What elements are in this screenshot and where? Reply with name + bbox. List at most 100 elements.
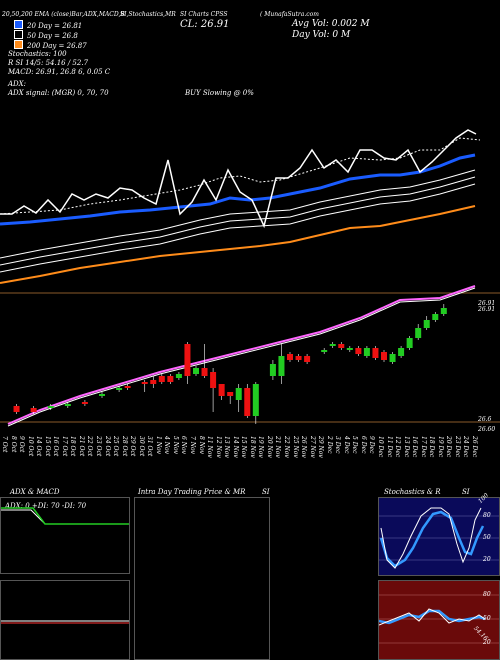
ema20-text: 20 Day = 26.81 <box>27 22 83 30</box>
candle-body-down <box>287 354 293 360</box>
candle-body-down <box>141 382 148 384</box>
date-tick-label: 1 Nov <box>154 436 162 454</box>
rsi-tick-20: 20 <box>483 639 491 646</box>
stoch-panel-si: SI <box>462 488 470 496</box>
chart-header-mid: SI,Stochastics,MR <box>120 11 176 18</box>
date-tick-label: 7 Oct <box>1 436 8 453</box>
stoch-tick-20: 20 <box>483 556 491 563</box>
price-axis-top: 26.91 <box>478 300 496 307</box>
candle-body-down <box>201 368 208 376</box>
candle-body-up <box>329 344 336 346</box>
date-tick-label: 4 Dec <box>342 436 350 454</box>
legend-adx-signal: ADX signal: (MGR) 0, 70, 70 <box>8 89 109 97</box>
date-tick-label: 2 Dec <box>325 436 333 454</box>
chart-header-right: ( MunafaSutra.com <box>260 11 319 18</box>
date-tick-label: 6 Dec <box>359 436 367 454</box>
legend-buy: BUY Slowing @ 0% <box>185 89 254 97</box>
stochastics-chart <box>379 507 499 569</box>
date-tick-label: 8 Nov <box>197 436 205 454</box>
chart-header-left: 20,50,200 EMA (close)Bar,ADX,MACD,B <box>2 11 125 18</box>
candle-body-up <box>252 384 259 416</box>
candle-body-up <box>440 308 447 314</box>
date-tick-label: 14 Nov <box>231 436 239 458</box>
date-tick-label: 25 Oct <box>112 436 120 457</box>
stochastics-panel: 80 50 20 100 <box>378 492 500 576</box>
candle-body-down <box>295 356 302 360</box>
candle-body-up <box>64 404 71 406</box>
date-tick-label: 11 Dec <box>385 436 393 458</box>
candle-body-down <box>184 344 191 376</box>
candle-body-up <box>193 368 199 374</box>
ema50-text: 50 Day = 26.8 <box>27 32 78 40</box>
candle-body-down <box>158 376 165 382</box>
candle-body-up <box>398 348 405 356</box>
date-tick-label: 11 Nov <box>206 436 214 458</box>
candle-body-up <box>47 406 54 408</box>
date-tick-label: 20 Nov <box>265 436 273 458</box>
date-tick-label: 29 Oct <box>129 436 137 457</box>
date-tick-label: 13 Nov <box>223 436 231 458</box>
date-tick-label: 7 Nov <box>189 436 196 454</box>
candle-body-up <box>406 338 413 348</box>
date-tick-label: 29 Nov <box>317 436 325 458</box>
rsi-chart <box>379 594 499 644</box>
date-tick-label: 23 Oct <box>95 436 102 457</box>
candle-body-down <box>218 384 225 396</box>
date-tick-label: 27 Nov <box>308 436 316 458</box>
ema-panel <box>0 129 481 284</box>
date-tick-label: 25 Nov <box>291 436 299 458</box>
stoch-panel-title: Stochastics & R <box>384 488 441 496</box>
date-tick-label: 26 Dec <box>471 436 478 458</box>
adx-green-line <box>1 507 129 525</box>
macd-panel <box>0 580 130 660</box>
legend-macd: MACD: 26.91, 26.8 6, 0.05 C <box>8 68 111 76</box>
date-tick-label: 6 Nov <box>180 436 188 454</box>
candle-body-up <box>321 350 328 352</box>
date-tick-label: 12 Dec <box>394 436 402 458</box>
date-tick-label: 8 Oct <box>9 436 17 453</box>
date-tick-label: 22 Nov <box>283 436 290 458</box>
candle-body-down <box>355 348 362 354</box>
adx-chart <box>1 507 129 525</box>
date-tick-label: 19 Nov <box>257 436 265 458</box>
date-tick-label: 21 Nov <box>274 436 282 458</box>
date-tick-label: 31 Oct <box>146 436 154 457</box>
candle-body-down <box>210 372 217 388</box>
date-tick-label: 10 Oct <box>26 436 34 457</box>
chart-header-mid2: SI Charts CPSS <box>180 11 228 18</box>
ema20-swatch <box>14 20 23 29</box>
date-tick-label: 14 Oct <box>35 436 43 457</box>
candle-body-up <box>432 314 439 320</box>
date-tick-label: 13 Dec <box>402 436 410 458</box>
price-axis-top2: 26.91 <box>478 306 496 313</box>
candle-body-up <box>346 348 353 350</box>
candle-body-down <box>124 386 131 388</box>
date-tick-label: 23 Dec <box>453 436 461 458</box>
candle-body-down <box>81 402 88 404</box>
candle-body-up <box>116 388 123 390</box>
ema200-line <box>0 205 476 284</box>
stoch-tick-50: 50 <box>483 534 491 541</box>
date-tick-label: 10 Dec <box>377 436 384 458</box>
legend-ema200: 200 Day = 26.87 <box>14 40 87 50</box>
rsi-tick-50: 50 <box>483 615 491 622</box>
close-label: CL: 26.91 <box>180 19 230 30</box>
adx-panel: ADX: 0 +DI: 70 -DI: 70 <box>0 497 130 574</box>
candle-body-up <box>363 348 370 356</box>
date-tick-label: 12 Nov <box>214 436 222 458</box>
close-price-line <box>0 129 477 229</box>
candle-body-up <box>415 328 422 338</box>
ema50-upper-band <box>0 169 476 259</box>
legend-stoch: Stochastics: 100 <box>8 50 67 58</box>
date-tick-label: 22 Oct <box>86 436 94 457</box>
candle-body-down <box>227 392 234 396</box>
date-tick-label: 24 Dec <box>462 436 470 458</box>
date-tick-label: 4 Nov <box>163 436 171 454</box>
stoch-d-line <box>379 510 485 568</box>
date-tick-label: 24 Oct <box>103 436 111 457</box>
ema50-swatch <box>14 30 23 39</box>
adx-di-line <box>1 509 129 525</box>
legend-ema20: 20 Day = 26.81 <box>14 20 82 30</box>
candle-body-down <box>244 388 251 416</box>
date-tick-label: 20 Dec <box>445 436 453 458</box>
